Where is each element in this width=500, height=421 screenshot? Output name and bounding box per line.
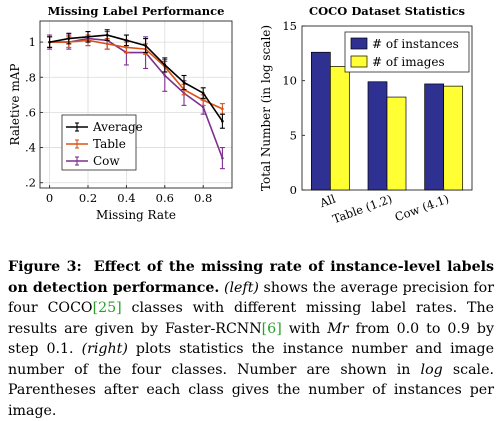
right-chart-y-tick-label: 10 [282,74,297,88]
right-chart-title: COCO Dataset Statistics [309,4,465,18]
left-chart-x-tick-label: 0.2 [79,191,97,205]
left-chart-x-tick-label: 0.4 [117,191,135,205]
right-chart-y-tick-label: 15 [282,19,297,33]
right-chart-x-tick-label: All [317,192,338,211]
data-point-average [67,37,71,40]
right-chart-y-tick-label: 5 [290,128,297,142]
figure-row: Missing Label Performance 0 0.2 0.4 0.6 0.8.2… [8,4,473,226]
data-point-average [201,91,205,95]
series-line-table [49,39,223,110]
right-chart-x-tick-label: Table (1.2) [331,192,394,226]
caption-text-2: classes with different missing label rat… [8,300,495,337]
legend-label-average: Average [92,120,143,134]
data-point-average [86,35,90,39]
bar-images-cow [443,85,464,191]
left-chart-y-axis-label: Raletive mAP [8,64,22,146]
right-chart-legend: # of instances # of images [344,31,470,73]
legend-label-images: # of images [372,55,445,69]
data-point-average [163,63,167,67]
caption-text-5: plots statistics the instance number and… [8,341,494,378]
series-line-cow [49,37,224,159]
left-chart-y-tick-label: 1 [29,35,36,49]
citation-link-6[interactable]: [6] [261,320,282,337]
left-chart-y-tick-label: .2 [25,176,36,190]
legend-label-cow: Cow [93,154,120,168]
data-point-table [125,46,128,49]
data-point-average [144,44,147,47]
caption-math-mr: Mr [327,320,349,337]
citation-link-25[interactable]: [25] [92,300,122,316]
left-chart-x-axis-label: Missing Rate [96,208,176,222]
data-point-table [201,98,205,102]
data-point-table [221,107,224,111]
caption-math-log: log [420,361,443,378]
data-point-average [221,119,224,123]
caption-text-4: from 0.0 to 0.9 by step 0.1. [8,320,494,358]
right-chart-x-tick-label: Cow (4.1) [393,192,451,224]
legend-swatch-instances [350,37,368,50]
caption-text-1: shows the average precision for four COC… [8,279,495,317]
data-point-cow [201,105,205,109]
left-chart-x-tick-label: 0.6 [156,191,174,205]
data-point-cow [163,74,167,77]
left-chart-legend: Average Table Cow [61,114,143,171]
left-chart-y-tick-label: .8 [25,70,36,84]
bar-instances-table [367,81,388,191]
bar-instances-all [310,51,331,191]
data-point-average [182,81,186,84]
legend-swatch-images [350,55,368,68]
data-point-average [48,40,51,44]
legend-label-instances: # of instances [372,37,459,51]
caption-right-ref: (right) [81,341,128,357]
legend-label-table: Table [93,137,126,151]
data-point-cow [221,156,224,160]
left-chart-y-tick-label: .4 [25,141,36,155]
bar-images-all [329,66,350,191]
caption-label: Figure 3: [8,259,82,275]
bar-instances-cow [424,83,445,191]
left-chart-y-tick-label: .6 [25,105,36,119]
data-point-average [105,33,109,37]
series-line-average [49,34,224,122]
right-chart-y-axis-label: Total Number (in log scale) [259,25,273,191]
left-chart-x-tick-label: 0.8 [194,191,212,205]
left-chart-axes-box [39,20,233,189]
caption-text-3: with [281,320,328,337]
figure-caption: Figure 3: Effect of the missing rate of … [8,257,494,421]
data-point-average [125,39,128,42]
right-chart-y-tick-label: 0 [290,183,297,197]
data-point-table [105,42,109,46]
left-chart-x-tick-label: 0 [46,191,53,205]
caption-left-ref: (left) [223,279,259,296]
left-chart-title: Missing Label Performance [48,4,225,18]
caption-bold-title: Effect of the missing rate of instance-l… [8,259,494,296]
bar-images-table [386,96,407,191]
